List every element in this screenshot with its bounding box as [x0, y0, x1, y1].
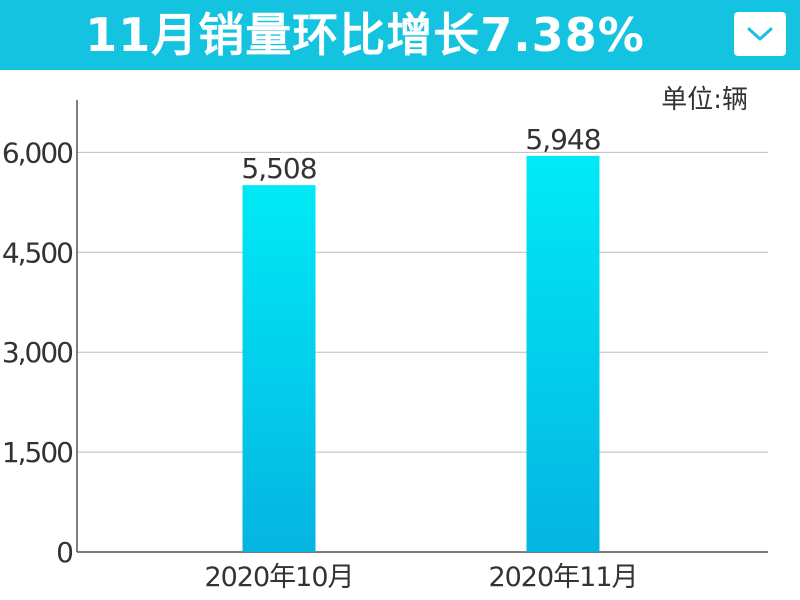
dropdown-button[interactable] — [734, 12, 786, 56]
y-tick-label: 4,500 — [2, 236, 72, 269]
y-tick-label: 6,000 — [2, 136, 72, 169]
bar-chart: 0 1,500 3,000 4,500 6,000 5,508 2020年10月 5,948… — [2, 85, 768, 593]
chevron-down-icon — [747, 27, 773, 41]
bar — [242, 185, 316, 552]
bar — [526, 155, 600, 552]
x-tick-label: 2020年11月 — [488, 562, 637, 593]
y-tick-label: 1,500 — [2, 436, 72, 469]
unit-label: 单位:辆 — [661, 85, 748, 115]
x-tick-label: 2020年10月 — [204, 562, 353, 593]
y-tick-label: 3,000 — [2, 336, 72, 369]
data-label: 5,948 — [525, 123, 600, 156]
y-tick-label: 0 — [56, 536, 72, 569]
page-title: 11月销量环比增长7.38% — [85, 8, 645, 62]
header-banner: 11月销量环比增长7.38% — [0, 0, 800, 70]
data-label: 5,508 — [241, 152, 316, 185]
